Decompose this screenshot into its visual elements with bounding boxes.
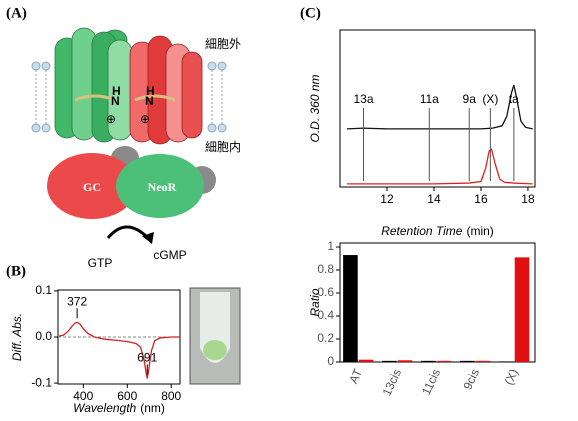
x-tick-label: 11cis [419, 367, 443, 398]
plus: ⊕ [106, 112, 116, 126]
y-tick-label: 1 [327, 239, 334, 253]
marker-label: 11a [420, 92, 439, 106]
x-axis-unit: (nm) [140, 401, 165, 415]
y-tick-label: 0.6 [317, 285, 334, 299]
line [347, 148, 533, 185]
bar [514, 257, 530, 362]
panel-label: (B) [6, 263, 26, 279]
gc-domain [47, 153, 137, 219]
x-axis-title: Retention Time [381, 224, 463, 238]
panel-label: (A) [6, 5, 27, 21]
bar [436, 360, 452, 362]
x-tick-label: AT [346, 366, 365, 386]
product: cGMP [153, 248, 186, 262]
line [58, 321, 180, 379]
plot-frame [339, 29, 536, 188]
x-tick-label: 16 [474, 192, 488, 206]
line [347, 84, 533, 130]
gc-label: GC [83, 180, 101, 194]
x-axis-unit: (min) [466, 224, 493, 238]
x-tick-label: 9cis [460, 367, 482, 392]
bar [460, 360, 475, 362]
x-tick-label: 18 [521, 192, 535, 206]
y-axis-label: O.D. 360 nm [308, 74, 322, 142]
annotation: 691 [137, 351, 157, 365]
plus: ⊕ [140, 112, 150, 126]
h-label: H [112, 84, 121, 98]
tube-photo [189, 287, 241, 385]
marker-label: ta [509, 92, 519, 106]
arrow [106, 225, 150, 240]
opsin-green [54, 27, 133, 143]
arrowhead [142, 232, 154, 244]
y-tick-label: 0.2 [317, 331, 334, 345]
neor-label: NeoR [148, 180, 177, 194]
panel-label: (C) [300, 5, 321, 21]
y-tick-label: 0.8 [317, 262, 334, 276]
y-tick-label: 0.0 [35, 329, 52, 343]
bar [397, 360, 413, 362]
x-tick-label: (X) [502, 367, 521, 387]
outside-label: 細胞外 [205, 37, 241, 51]
x-tick-label: 600 [117, 389, 137, 403]
x-axis-label: Wavelength (nm) [73, 401, 165, 415]
annotation: 372 [67, 294, 87, 308]
n-label: N [111, 94, 120, 108]
membrane [31, 61, 227, 133]
bar [358, 359, 374, 362]
x-tick-label: 800 [161, 389, 181, 403]
x-axis-title: Wavelength [73, 401, 136, 415]
y-axis-label: Diff. Abs. [10, 313, 24, 361]
inside-label: 細胞内 [205, 140, 241, 154]
plot-frame [339, 242, 536, 363]
marker-label: 13a [353, 92, 373, 106]
y-tick-label: 0.4 [317, 308, 334, 322]
y-tick-label: 0.1 [35, 283, 52, 297]
bar [421, 360, 436, 362]
bar [475, 360, 491, 362]
x-tick-label: 12 [380, 192, 394, 206]
x-axis-label: Retention Time (min) [381, 224, 494, 238]
x-tick-label: 400 [73, 389, 93, 403]
y-axis-label: Ratio [308, 288, 322, 316]
neor-domain [116, 154, 204, 218]
x-tick-label: 13cis [380, 367, 405, 398]
marker-label: (X) [482, 92, 498, 106]
bar [382, 360, 397, 362]
h-label: H [146, 84, 155, 98]
bar [499, 361, 514, 362]
opsin-red [129, 35, 203, 145]
retinal [74, 94, 176, 102]
x-tick-label: 14 [427, 192, 441, 206]
y-tick-label: -0.1 [31, 375, 52, 389]
n-label: N [145, 94, 154, 108]
y-tick-label: 0 [327, 354, 334, 368]
bar [343, 255, 358, 362]
substrate: GTP [88, 256, 113, 270]
marker-label: 9a [463, 92, 477, 106]
